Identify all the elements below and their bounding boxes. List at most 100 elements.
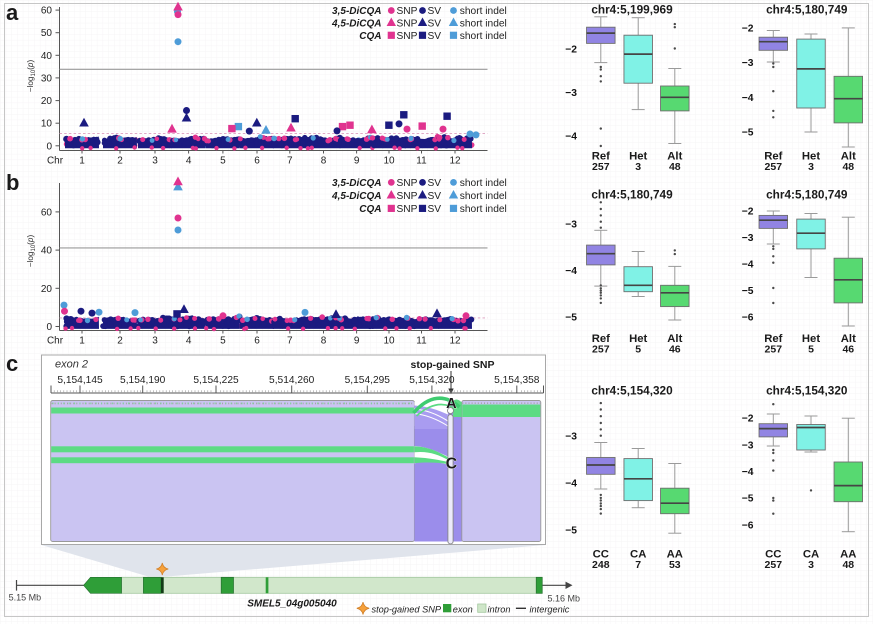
svg-text:SNP: SNP — [397, 31, 418, 42]
svg-text:6: 6 — [254, 156, 260, 167]
svg-text:SV: SV — [428, 191, 442, 202]
svg-text:A: A — [446, 396, 457, 412]
svg-text:5,154,358: 5,154,358 — [494, 375, 540, 386]
svg-text:7: 7 — [287, 156, 293, 167]
svg-text:3: 3 — [152, 156, 158, 167]
svg-text:1: 1 — [79, 156, 85, 167]
svg-text:−4: −4 — [565, 266, 577, 277]
svg-text:SNP: SNP — [397, 191, 418, 202]
svg-text:40: 40 — [41, 246, 53, 257]
svg-text:5,154,145: 5,154,145 — [57, 375, 103, 386]
svg-text:5: 5 — [220, 156, 226, 167]
svg-text:8: 8 — [321, 336, 327, 347]
svg-text:257: 257 — [765, 161, 783, 173]
svg-text:Chr: Chr — [47, 156, 64, 167]
svg-text:stop-gained SNP: stop-gained SNP — [410, 359, 494, 371]
svg-text:Alt: Alt — [841, 151, 856, 163]
svg-text:53: 53 — [669, 559, 681, 571]
svg-text:60: 60 — [41, 6, 53, 17]
svg-text:chr4:5,199,969: chr4:5,199,969 — [591, 3, 673, 17]
svg-text:10: 10 — [383, 156, 395, 167]
svg-text:−log10(p): −log10(p) — [26, 60, 37, 93]
svg-text:stop-gained SNP: stop-gained SNP — [372, 605, 442, 615]
svg-text:SNP: SNP — [397, 204, 418, 215]
svg-text:257: 257 — [765, 344, 783, 356]
svg-text:SNP: SNP — [397, 6, 418, 17]
svg-text:5.15 Mb: 5.15 Mb — [9, 593, 42, 603]
svg-text:Ref: Ref — [592, 151, 610, 163]
svg-text:48: 48 — [669, 161, 681, 173]
svg-text:−3: −3 — [742, 440, 754, 451]
svg-text:−6: −6 — [742, 520, 754, 531]
svg-text:20: 20 — [41, 96, 53, 107]
svg-text:CQA: CQA — [359, 31, 381, 42]
svg-text:46: 46 — [669, 344, 681, 356]
svg-text:chr4:5,180,749: chr4:5,180,749 — [766, 188, 848, 202]
svg-text:2: 2 — [117, 336, 123, 347]
svg-text:AA: AA — [840, 549, 856, 561]
svg-text:5.16 Mb: 5.16 Mb — [548, 594, 581, 604]
svg-text:CA: CA — [630, 549, 646, 561]
svg-text:3: 3 — [635, 161, 641, 173]
svg-text:SV: SV — [428, 31, 442, 42]
svg-text:−3: −3 — [565, 432, 577, 443]
svg-text:5: 5 — [808, 344, 814, 356]
svg-text:−4: −4 — [742, 93, 754, 104]
svg-text:0: 0 — [46, 141, 52, 152]
svg-text:Ref: Ref — [592, 333, 610, 345]
svg-text:3,5-DiCQA: 3,5-DiCQA — [332, 6, 381, 17]
svg-text:C: C — [446, 456, 458, 473]
svg-text:−4: −4 — [742, 467, 754, 478]
svg-text:Alt: Alt — [841, 333, 856, 345]
svg-text:SV: SV — [428, 178, 442, 189]
svg-text:248: 248 — [592, 559, 610, 571]
svg-text:exon 2: exon 2 — [55, 359, 88, 371]
svg-text:−5: −5 — [565, 526, 577, 537]
svg-text:5: 5 — [635, 344, 641, 356]
svg-text:7: 7 — [635, 559, 641, 571]
svg-text:2: 2 — [117, 156, 123, 167]
svg-text:CC: CC — [765, 549, 781, 561]
svg-text:Het: Het — [629, 151, 647, 163]
svg-text:11: 11 — [416, 336, 427, 347]
svg-text:−2: −2 — [565, 45, 577, 56]
svg-text:5,154,190: 5,154,190 — [120, 375, 166, 386]
svg-text:−2: −2 — [742, 414, 754, 425]
svg-text:3,5-DiCQA: 3,5-DiCQA — [332, 178, 381, 189]
svg-text:1: 1 — [79, 336, 85, 347]
svg-text:4,5-DiCQA: 4,5-DiCQA — [331, 191, 381, 202]
svg-text:5,514,260: 5,514,260 — [269, 375, 315, 386]
svg-text:−6: −6 — [742, 313, 754, 324]
svg-text:5,154,295: 5,154,295 — [345, 375, 391, 386]
svg-text:7: 7 — [287, 336, 293, 347]
svg-text:Ref: Ref — [764, 333, 782, 345]
svg-text:48: 48 — [842, 559, 854, 571]
svg-text:4: 4 — [186, 156, 192, 167]
svg-text:chr4:5,154,320: chr4:5,154,320 — [766, 384, 848, 398]
svg-text:intergenic: intergenic — [530, 605, 570, 615]
svg-text:257: 257 — [592, 344, 610, 356]
svg-text:3: 3 — [808, 559, 814, 571]
svg-text:Alt: Alt — [667, 151, 682, 163]
svg-text:48: 48 — [842, 161, 854, 173]
svg-text:−3: −3 — [565, 88, 577, 99]
svg-text:chr4:5,180,749: chr4:5,180,749 — [591, 188, 673, 202]
svg-text:SV: SV — [428, 6, 442, 17]
svg-text:5,154,225: 5,154,225 — [193, 375, 239, 386]
svg-text:−4: −4 — [565, 479, 577, 490]
svg-text:3: 3 — [152, 336, 158, 347]
svg-text:SMEL5_04g005040: SMEL5_04g005040 — [247, 599, 337, 610]
svg-text:CQA: CQA — [359, 204, 381, 215]
svg-text:short indel: short indel — [460, 204, 507, 215]
svg-text:20: 20 — [41, 284, 53, 295]
svg-text:−5: −5 — [742, 286, 754, 297]
svg-text:−2: −2 — [742, 24, 754, 35]
svg-text:Ref: Ref — [764, 151, 782, 163]
svg-text:4: 4 — [186, 336, 192, 347]
svg-text:AA: AA — [667, 549, 683, 561]
svg-text:Het: Het — [629, 333, 647, 345]
svg-text:SV: SV — [428, 204, 442, 215]
svg-text:Het: Het — [802, 333, 820, 345]
svg-text:a: a — [6, 0, 19, 25]
svg-text:CC: CC — [593, 549, 609, 561]
